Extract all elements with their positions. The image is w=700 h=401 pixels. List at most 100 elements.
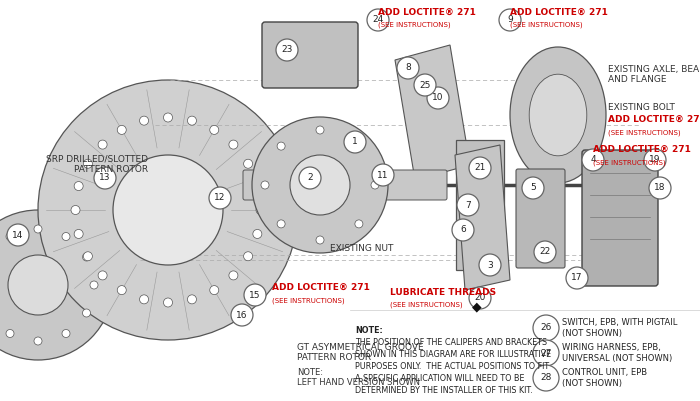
Text: 16: 16 <box>237 310 248 320</box>
Circle shape <box>414 74 436 96</box>
Text: 28: 28 <box>540 373 552 383</box>
Circle shape <box>533 340 559 366</box>
Circle shape <box>244 284 266 306</box>
Circle shape <box>164 113 172 122</box>
Circle shape <box>113 155 223 265</box>
Ellipse shape <box>510 47 606 183</box>
Circle shape <box>649 177 671 199</box>
Text: 11: 11 <box>377 170 388 180</box>
Text: ◆: ◆ <box>472 300 482 313</box>
Circle shape <box>479 254 501 276</box>
Circle shape <box>83 309 90 317</box>
Text: 6: 6 <box>460 225 466 235</box>
Circle shape <box>34 225 42 233</box>
Circle shape <box>209 187 231 209</box>
Circle shape <box>522 177 544 199</box>
Text: EXISTING AXLE, BEARING,
AND FLANGE: EXISTING AXLE, BEARING, AND FLANGE <box>608 65 700 84</box>
Text: EXISTING BOLT: EXISTING BOLT <box>608 103 675 112</box>
Ellipse shape <box>529 74 587 156</box>
Circle shape <box>499 9 521 31</box>
Text: 27: 27 <box>540 348 552 358</box>
Text: PURPOSES ONLY.  THE ACTUAL POSITIONS TO FIT: PURPOSES ONLY. THE ACTUAL POSITIONS TO F… <box>355 362 549 371</box>
Text: NOTE:: NOTE: <box>355 326 383 335</box>
Circle shape <box>371 181 379 189</box>
Circle shape <box>188 116 197 125</box>
Text: 26: 26 <box>540 324 552 332</box>
Circle shape <box>644 149 666 171</box>
Circle shape <box>74 229 83 239</box>
Circle shape <box>139 116 148 125</box>
Circle shape <box>290 155 350 215</box>
Circle shape <box>139 295 148 304</box>
Text: (SEE INSTRUCTIONS): (SEE INSTRUCTIONS) <box>390 302 463 308</box>
Circle shape <box>452 219 474 241</box>
Circle shape <box>74 182 83 190</box>
Circle shape <box>38 80 298 340</box>
Circle shape <box>277 142 285 150</box>
Text: SHOWN IN THIS DIAGRAM ARE FOR ILLUSTRATIVE: SHOWN IN THIS DIAGRAM ARE FOR ILLUSTRATI… <box>355 350 551 359</box>
Circle shape <box>62 233 70 241</box>
Circle shape <box>367 9 389 31</box>
Circle shape <box>231 304 253 326</box>
Text: SWITCH, EPB, WITH PIGTAIL
(NOT SHOWN): SWITCH, EPB, WITH PIGTAIL (NOT SHOWN) <box>562 318 678 338</box>
Circle shape <box>244 159 253 168</box>
Circle shape <box>83 253 90 261</box>
Text: THE POSITION OF THE CALIPERS AND BRACKETS: THE POSITION OF THE CALIPERS AND BRACKET… <box>355 338 547 347</box>
Text: DETERMINED BY THE INSTALLER OF THIS KIT.: DETERMINED BY THE INSTALLER OF THIS KIT. <box>355 386 533 395</box>
Text: 4: 4 <box>590 156 596 164</box>
Circle shape <box>117 126 126 134</box>
Text: CONTROL UNIT, EPB
(NOT SHOWN): CONTROL UNIT, EPB (NOT SHOWN) <box>562 368 647 388</box>
Text: 18: 18 <box>654 184 666 192</box>
Text: NOTE:
LEFT HAND VERSION SHOWN: NOTE: LEFT HAND VERSION SHOWN <box>297 368 420 387</box>
Circle shape <box>83 159 92 168</box>
Circle shape <box>252 117 388 253</box>
Circle shape <box>253 182 262 190</box>
Text: WIRING HARNESS, EPB,
UNIVERSAL (NOT SHOWN): WIRING HARNESS, EPB, UNIVERSAL (NOT SHOW… <box>562 343 672 363</box>
Text: 21: 21 <box>475 164 486 172</box>
Text: 17: 17 <box>571 273 582 282</box>
Text: (SEE INSTRUCTIONS): (SEE INSTRUCTIONS) <box>510 22 582 28</box>
Circle shape <box>253 229 262 239</box>
Circle shape <box>469 287 491 309</box>
Text: 22: 22 <box>540 247 551 257</box>
Circle shape <box>7 224 29 246</box>
Text: 8: 8 <box>405 63 411 73</box>
Text: 24: 24 <box>372 16 384 24</box>
Circle shape <box>210 286 218 295</box>
Text: 10: 10 <box>433 93 444 103</box>
Circle shape <box>98 271 107 280</box>
Circle shape <box>276 39 298 61</box>
Circle shape <box>355 142 363 150</box>
Polygon shape <box>455 145 510 290</box>
Circle shape <box>90 281 98 289</box>
Circle shape <box>6 330 14 338</box>
Circle shape <box>566 267 588 289</box>
FancyBboxPatch shape <box>516 169 565 268</box>
Text: (SEE INSTRUCTIONS): (SEE INSTRUCTIONS) <box>378 22 451 28</box>
Circle shape <box>229 271 238 280</box>
Circle shape <box>118 286 126 295</box>
Circle shape <box>277 220 285 228</box>
Text: ADD LOCTITE® 271: ADD LOCTITE® 271 <box>510 8 608 17</box>
Text: LUBRICATE THREADS: LUBRICATE THREADS <box>390 288 496 297</box>
Circle shape <box>427 87 449 109</box>
Text: (SEE INSTRUCTIONS): (SEE INSTRUCTIONS) <box>608 129 680 136</box>
FancyBboxPatch shape <box>243 170 447 200</box>
Text: 5: 5 <box>530 184 536 192</box>
Text: ADD LOCTITE® 271: ADD LOCTITE® 271 <box>593 145 691 154</box>
Text: 15: 15 <box>249 290 260 300</box>
Circle shape <box>188 295 197 304</box>
Text: ADD LOCTITE® 271: ADD LOCTITE® 271 <box>608 115 700 124</box>
Text: ADD LOCTITE® 271: ADD LOCTITE® 271 <box>272 283 370 292</box>
Circle shape <box>457 194 479 216</box>
Circle shape <box>0 210 113 360</box>
Text: 1: 1 <box>352 138 358 146</box>
Text: 20: 20 <box>475 294 486 302</box>
Text: EXISTING NUT: EXISTING NUT <box>330 244 393 253</box>
Circle shape <box>534 241 556 263</box>
Circle shape <box>469 157 491 179</box>
Text: (SEE INSTRUCTIONS): (SEE INSTRUCTIONS) <box>593 159 666 166</box>
FancyBboxPatch shape <box>582 150 658 286</box>
Text: 7: 7 <box>465 200 471 209</box>
Circle shape <box>372 164 394 186</box>
